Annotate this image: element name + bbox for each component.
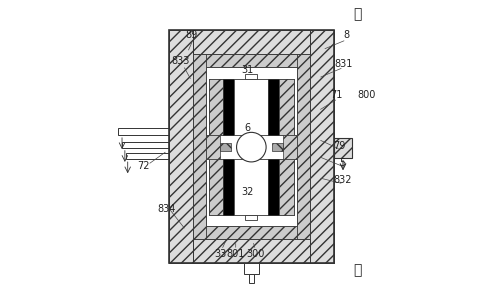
Text: 79: 79: [333, 141, 345, 151]
Bar: [126, 154, 169, 159]
Text: 801: 801: [227, 249, 245, 259]
Bar: [206, 67, 297, 226]
Text: 下: 下: [354, 263, 362, 277]
Bar: [310, 30, 334, 263]
Bar: [244, 263, 259, 274]
Text: 8: 8: [343, 30, 349, 40]
Bar: [272, 143, 283, 152]
Text: 71: 71: [331, 90, 343, 100]
Bar: [206, 135, 297, 159]
Text: 32: 32: [241, 187, 253, 197]
Bar: [279, 159, 294, 215]
Bar: [234, 79, 268, 135]
Bar: [268, 79, 279, 135]
Bar: [209, 79, 223, 135]
Bar: [246, 215, 257, 220]
Bar: [223, 159, 234, 215]
Bar: [169, 30, 334, 54]
Bar: [169, 239, 334, 263]
Bar: [297, 54, 310, 239]
Bar: [279, 79, 294, 135]
Bar: [248, 274, 254, 283]
Text: 300: 300: [247, 249, 265, 259]
Text: 31: 31: [241, 65, 253, 75]
Bar: [209, 159, 294, 215]
Bar: [268, 159, 279, 215]
Bar: [118, 128, 169, 135]
Bar: [234, 159, 268, 215]
Text: 800: 800: [357, 90, 376, 100]
Bar: [193, 54, 206, 239]
Bar: [246, 74, 257, 79]
Bar: [209, 159, 223, 215]
Bar: [193, 226, 310, 239]
Bar: [193, 54, 310, 239]
Bar: [169, 30, 193, 263]
Text: 832: 832: [333, 175, 351, 185]
Bar: [223, 79, 234, 135]
Bar: [193, 54, 310, 67]
Bar: [122, 141, 169, 148]
Bar: [283, 135, 297, 159]
Bar: [220, 143, 231, 152]
Text: 5: 5: [339, 158, 345, 168]
Text: 831: 831: [334, 59, 353, 69]
Text: 89: 89: [185, 30, 198, 40]
Circle shape: [237, 132, 266, 162]
Text: 834: 834: [157, 204, 175, 214]
Bar: [206, 135, 220, 159]
Text: 833: 833: [171, 56, 189, 66]
Bar: [209, 79, 294, 135]
Bar: [334, 138, 352, 158]
Bar: [169, 30, 334, 263]
Text: 上: 上: [354, 7, 362, 21]
Text: 33: 33: [214, 249, 226, 259]
Text: 72: 72: [137, 161, 150, 171]
Text: 6: 6: [244, 123, 250, 133]
